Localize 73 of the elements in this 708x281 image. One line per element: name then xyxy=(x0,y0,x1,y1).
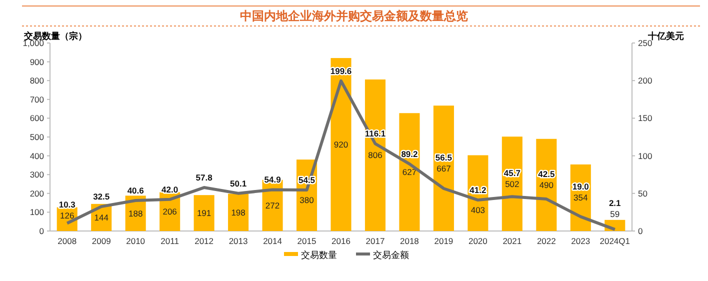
y-tick-label: 500 xyxy=(30,132,44,142)
y-tick-label: 100 xyxy=(30,207,44,218)
data-label: 188 xyxy=(128,208,143,218)
legend-label: 交易金额 xyxy=(373,250,409,260)
data-label: 32.5 xyxy=(93,192,110,202)
data-label: 920 xyxy=(334,140,348,150)
bar xyxy=(228,194,249,231)
data-label: 50.1 xyxy=(230,178,247,188)
data-label: 10.3 xyxy=(58,199,76,210)
y2-axis-title: 十亿美元 xyxy=(647,31,684,41)
x-tick-label: 2014 xyxy=(263,236,282,246)
data-label: 502 xyxy=(505,178,520,189)
x-tick-label: 2019 xyxy=(434,236,454,246)
x-tick-label: 2020 xyxy=(468,236,488,246)
x-tick-label: 2008 xyxy=(58,236,77,246)
bar xyxy=(330,58,352,231)
data-label: 191 xyxy=(196,208,212,218)
x-tick-label: 2011 xyxy=(160,236,180,246)
x-tick-label: 2016 xyxy=(332,236,351,246)
x-tick-label: 2017 xyxy=(366,236,385,246)
data-label: 2.1 xyxy=(608,198,622,208)
bar xyxy=(194,195,214,231)
y2-tick-label: 250 xyxy=(638,38,652,48)
data-label: 126 xyxy=(60,210,74,220)
y2-tick-label: 0 xyxy=(638,226,643,236)
x-tick-label: 2022 xyxy=(536,236,556,246)
data-label: 806 xyxy=(368,150,383,160)
y-tick-label: 400 xyxy=(30,150,44,161)
y2-tick-label: 200 xyxy=(638,76,652,86)
data-label: 199.6 xyxy=(330,66,352,76)
chart-title: 中国内地企业海外并购交易金额及数量总览 xyxy=(240,9,468,23)
y-axis-title: 交易数量（宗） xyxy=(23,31,87,41)
y-tick-label: 700 xyxy=(30,94,44,104)
y-tick-label: 900 xyxy=(30,56,44,67)
data-label: 198 xyxy=(231,207,246,218)
data-label: 45.7 xyxy=(504,168,521,178)
y2-tick-label: 50 xyxy=(638,188,648,198)
x-tick-label: 2013 xyxy=(228,236,248,246)
data-label: 144 xyxy=(94,212,109,222)
x-tick-label: 2015 xyxy=(297,236,316,246)
x-tick-label: 2021 xyxy=(502,236,522,246)
data-label: 59 xyxy=(610,208,620,219)
y-tick-label: 300 xyxy=(30,170,44,180)
y-tick-label: 800 xyxy=(30,76,44,86)
x-tick-label: 2024Q1 xyxy=(600,236,630,246)
data-label: 380 xyxy=(300,195,314,206)
data-label: 41.2 xyxy=(470,185,486,196)
data-label: 490 xyxy=(539,180,554,190)
data-label: 42.5 xyxy=(538,168,555,179)
data-label: 19.0 xyxy=(572,182,590,192)
y2-tick-label: 100 xyxy=(638,150,652,161)
y-tick-label: 0 xyxy=(39,226,44,236)
data-label: 56.5 xyxy=(435,152,452,162)
data-label: 57.8 xyxy=(196,172,213,183)
data-label: 354 xyxy=(574,192,588,203)
data-label: 40.6 xyxy=(127,185,144,196)
x-tick-label: 2009 xyxy=(92,236,112,246)
y-tick-label: 600 xyxy=(30,113,44,124)
data-label: 42.0 xyxy=(162,184,178,194)
x-tick-label: 2023 xyxy=(571,236,590,246)
data-label: 403 xyxy=(470,205,486,216)
x-tick-label: 2010 xyxy=(126,236,146,246)
legend-label: 交易数量 xyxy=(301,250,337,260)
y2-tick-label: 150 xyxy=(638,113,652,124)
data-label: 206 xyxy=(162,206,178,217)
data-label: 89.2 xyxy=(401,148,418,159)
y-tick-label: 200 xyxy=(30,188,44,198)
x-tick-label: 2012 xyxy=(194,236,214,246)
bar xyxy=(364,79,386,231)
data-label: 627 xyxy=(402,167,417,178)
x-tick-label: 2018 xyxy=(400,236,420,246)
data-label: 272 xyxy=(265,200,280,210)
data-label: 667 xyxy=(436,163,452,174)
